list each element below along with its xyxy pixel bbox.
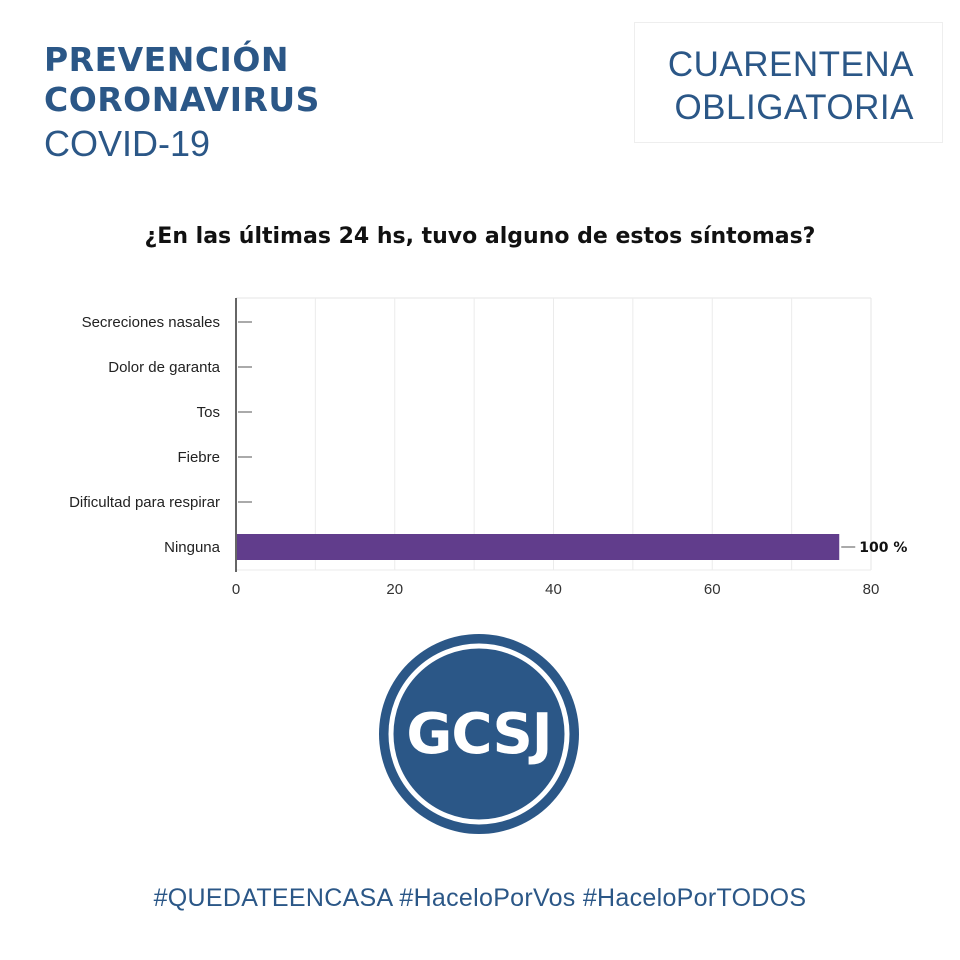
gcsj-logo: GCSJ — [378, 633, 580, 835]
symptoms-bar-chart: 0 20 40 60 80 Secreciones nasales Dolor de gar… — [69, 297, 907, 598]
category-label: Dolor de garanta — [108, 359, 220, 376]
x-tick-label: 60 — [704, 581, 721, 598]
quarantine-badge: CUARENTENA OBLIGATORIA — [634, 22, 943, 143]
bar — [237, 534, 840, 560]
footer-hashtags: #QUEDATEENCASA #HaceloPorVos #HaceloPorT… — [153, 884, 807, 912]
header-left: PREVENCIÓN CORONAVIRUS COVID-19 — [44, 40, 320, 166]
badge-line-obligatoria: OBLIGATORIA — [674, 88, 914, 127]
header-title-coronavirus: CORONAVIRUS — [44, 80, 320, 119]
x-tick-label: 80 — [863, 581, 880, 598]
chart-title: ¿En las últimas 24 hs, tuvo alguno de es… — [144, 224, 816, 249]
category-label: Secreciones nasales — [82, 314, 220, 331]
header-title-prevencion: PREVENCIÓN — [44, 40, 290, 79]
header-subtitle-covid: COVID-19 — [44, 123, 211, 164]
x-tick-label: 0 — [232, 581, 240, 598]
badge-line-cuarentena: CUARENTENA — [667, 45, 914, 84]
logo-text: GCSJ — [406, 701, 552, 767]
category-label: Dificultad para respirar — [69, 494, 220, 511]
x-tick-label: 20 — [386, 581, 403, 598]
category-label: Tos — [197, 404, 220, 421]
category-label: Fiebre — [177, 449, 220, 466]
gcsj-logo-circle-icon — [379, 634, 579, 834]
category-label: Ninguna — [164, 539, 221, 556]
data-label: 100 % — [859, 540, 907, 556]
x-tick-label: 40 — [545, 581, 562, 598]
